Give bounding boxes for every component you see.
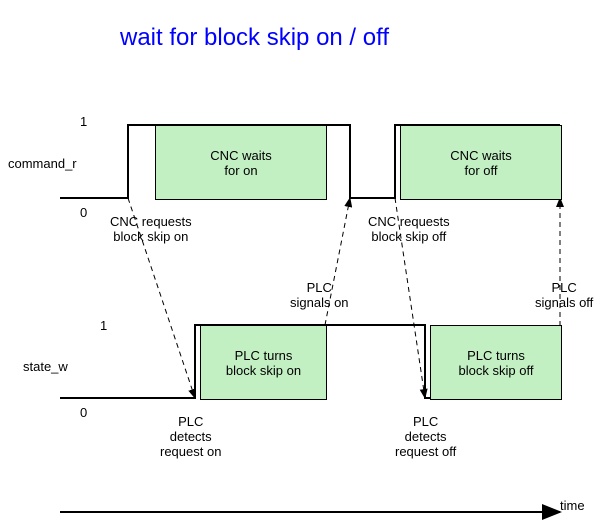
- annotation: PLC detects request on: [160, 414, 221, 459]
- state-box: PLC turns block skip off: [430, 325, 562, 400]
- y-tick-1: 1: [100, 318, 107, 333]
- y-tick-0: 0: [80, 405, 87, 420]
- annotation: PLC signals off: [535, 280, 593, 310]
- signal-name: command_r: [8, 156, 77, 171]
- diagram-svg: [0, 0, 607, 532]
- y-tick-1: 1: [80, 114, 87, 129]
- annotation: CNC requests block skip on: [110, 214, 192, 244]
- state-box: CNC waits for on: [155, 125, 327, 200]
- diagram-container: wait for block skip on / offcommand_r10C…: [0, 0, 607, 532]
- annotation: CNC requests block skip off: [368, 214, 450, 244]
- state-box: PLC turns block skip on: [200, 325, 327, 400]
- state-box: CNC waits for off: [400, 125, 562, 200]
- time-axis-label: time: [560, 498, 585, 513]
- signal-name: state_w: [23, 359, 68, 374]
- annotation: PLC signals on: [290, 280, 349, 310]
- y-tick-0: 0: [80, 205, 87, 220]
- annotation: PLC detects request off: [395, 414, 456, 459]
